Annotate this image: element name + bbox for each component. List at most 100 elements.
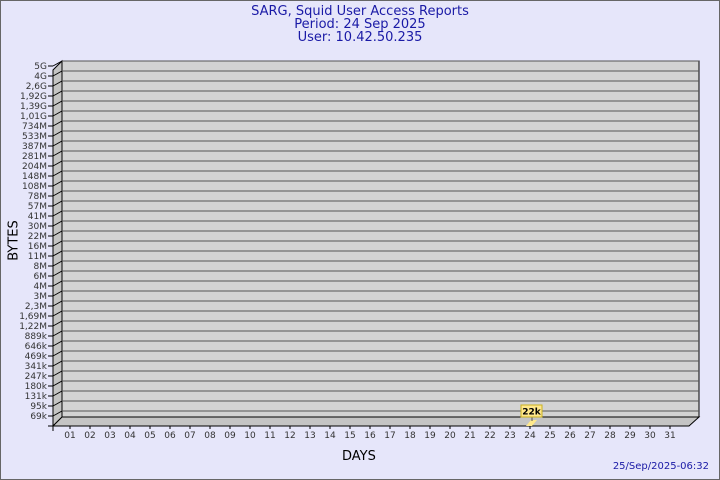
gridline-side [52, 230, 63, 237]
x-tick-label: 27 [584, 431, 595, 441]
x-tick-label: 11 [264, 431, 275, 441]
y-tick-label: 734M [22, 122, 47, 132]
gridline-side [52, 100, 63, 107]
y-tick-label: 78M [28, 192, 47, 202]
x-tick-label: 30 [644, 431, 656, 441]
bar-day-24 [526, 420, 537, 426]
y-tick-label: 180k [25, 382, 48, 392]
x-tick-label: 10 [244, 431, 256, 441]
x-tick-label: 22 [484, 431, 495, 441]
x-tick-label: 21 [464, 431, 475, 441]
gridline-side [52, 290, 63, 297]
chart-user: User: 10.42.50.235 [297, 30, 423, 45]
bar-label-box [520, 404, 543, 418]
y-tick-label: 131k [25, 392, 48, 402]
x-tick-label: 31 [664, 431, 675, 441]
y-tick-label: 1,92G [20, 92, 47, 102]
plot-back-wall [61, 60, 700, 418]
gridline-side [52, 180, 63, 187]
gridline-side [52, 200, 63, 207]
y-tick-label: 11M [28, 252, 47, 262]
gridline-side [52, 300, 63, 307]
gridline-side [52, 110, 63, 117]
y-tick-label: 5G [34, 62, 47, 72]
gridline-side [52, 210, 63, 217]
gridline-side [52, 340, 63, 347]
y-tick-label: 2,3M [25, 302, 47, 312]
y-tick-label: 341k [25, 362, 48, 372]
gridline-side [52, 260, 63, 267]
x-tick-label: 20 [444, 431, 456, 441]
gridline-side [52, 360, 63, 367]
y-tick-label: 16M [28, 242, 47, 252]
x-tick-label: 09 [224, 431, 236, 441]
y-tick-label: 41M [28, 212, 47, 222]
chart-period: Period: 24 Sep 2025 [294, 17, 426, 32]
x-tick-label: 07 [184, 431, 195, 441]
gridline-side [52, 280, 63, 287]
bar-value-label: 22k [522, 408, 542, 418]
y-tick-label: 889k [25, 332, 48, 342]
y-tick-label: 281M [22, 152, 47, 162]
x-tick-label: 15 [344, 431, 355, 441]
gridline-side [52, 80, 63, 87]
gridline-side [52, 400, 63, 407]
x-tick-label: 12 [284, 431, 295, 441]
y-tick-label: 1,22M [19, 322, 47, 332]
gridline-side [52, 190, 63, 197]
x-tick-label: 13 [304, 431, 315, 441]
gridline-side [52, 160, 63, 167]
x-tick-label: 23 [504, 431, 515, 441]
plot-floor [51, 416, 701, 427]
y-tick-label: 247k [25, 372, 48, 382]
x-tick-label: 08 [204, 431, 216, 441]
gridline-side [52, 70, 63, 77]
gridline-side [52, 60, 63, 67]
gridline-side [52, 140, 63, 147]
y-tick-label: 646k [25, 342, 48, 352]
gridline-side [52, 150, 63, 157]
y-tick-label: 69k [30, 412, 47, 422]
y-tick-label: 22M [28, 232, 47, 242]
y-tick-label: 533M [22, 132, 47, 142]
x-tick-label: 24 [524, 431, 536, 441]
y-tick-label: 469k [25, 352, 48, 362]
x-tick-label: 04 [124, 431, 136, 441]
x-tick-label: 28 [604, 431, 616, 441]
y-tick-label: 8M [34, 262, 48, 272]
x-tick-label: 17 [384, 431, 395, 441]
y-tick-label: 30M [28, 222, 47, 232]
x-tick-label: 06 [164, 431, 176, 441]
gridline-side [52, 390, 63, 397]
x-tick-label: 02 [84, 431, 95, 441]
x-axis-label: DAYS [342, 449, 376, 464]
gridline-side [52, 350, 63, 357]
x-tick-label: 14 [324, 431, 336, 441]
gridline-side [52, 120, 63, 127]
y-tick-label: 204M [22, 162, 47, 172]
y-tick-label: 1,39G [20, 102, 47, 112]
gridline-side [52, 410, 63, 417]
y-tick-label: 387M [22, 142, 47, 152]
x-tick-label: 16 [364, 431, 376, 441]
x-tick-label: 18 [404, 431, 416, 441]
x-tick-label: 25 [544, 431, 555, 441]
x-tick-label: 19 [424, 431, 436, 441]
x-tick-label: 01 [64, 431, 75, 441]
y-tick-label: 108M [22, 182, 47, 192]
gridline-side [52, 90, 63, 97]
y-tick-label: 1,69M [19, 312, 47, 322]
gridline-side [52, 170, 63, 177]
x-tick-label: 29 [624, 431, 636, 441]
gridline-side [52, 310, 63, 317]
gridline-side [52, 220, 63, 227]
y-tick-label: 95k [30, 402, 47, 412]
y-tick-label: 6M [34, 272, 48, 282]
y-tick-label: 4M [34, 282, 48, 292]
x-tick-label: 03 [104, 431, 115, 441]
y-tick-label: 2,6G [26, 82, 47, 92]
gridline-side [52, 270, 63, 277]
x-tick-label: 26 [564, 431, 576, 441]
